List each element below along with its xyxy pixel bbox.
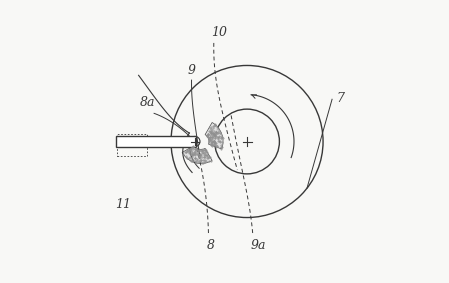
Text: 7: 7 xyxy=(336,92,344,105)
Text: 8a: 8a xyxy=(140,96,155,109)
Circle shape xyxy=(193,139,197,144)
Text: 11: 11 xyxy=(115,198,131,211)
Circle shape xyxy=(190,136,200,147)
Text: 10: 10 xyxy=(211,26,227,39)
Text: 9: 9 xyxy=(188,65,196,78)
Text: 9a: 9a xyxy=(251,239,266,252)
Wedge shape xyxy=(205,123,223,149)
Wedge shape xyxy=(182,145,212,164)
Bar xyxy=(117,134,147,156)
Bar xyxy=(116,136,196,147)
Text: 8: 8 xyxy=(207,239,215,252)
